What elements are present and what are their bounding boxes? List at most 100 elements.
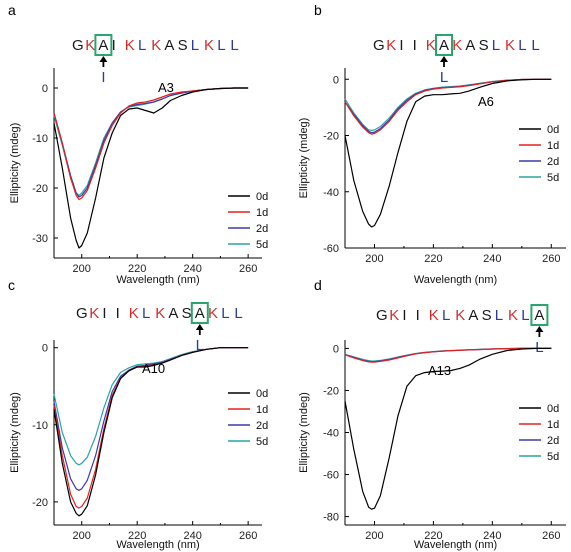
panel-letter: c [8, 277, 15, 293]
x-tick-label: 260 [542, 530, 560, 542]
sequence-residue: K [508, 307, 518, 324]
x-tick-label: 260 [542, 253, 560, 265]
legend-label: 0d [547, 403, 559, 415]
sequence-residue: I [413, 37, 417, 54]
mutation-residue: I [101, 69, 105, 86]
x-tick-label: 260 [239, 530, 257, 542]
sequence-residue: A [168, 305, 178, 322]
x-tick-label: 240 [483, 530, 501, 542]
sequence-residue: L [221, 305, 229, 322]
sequence-residue: L [138, 37, 146, 54]
sequence-residue: G [72, 37, 84, 54]
mutation-site-box [94, 34, 113, 56]
sequence-residue: K [155, 305, 165, 322]
sequence-residue: S [178, 37, 188, 54]
sequence-residue: L [230, 37, 238, 54]
y-tick-label: -60 [323, 243, 339, 255]
sequence-residue: G [376, 307, 388, 324]
sequence-residue: A [468, 307, 478, 324]
legend-label: 5d [547, 451, 559, 463]
legend-label: 5d [547, 172, 559, 184]
y-tick-label: -20 [323, 385, 339, 397]
sequence-residue: I [416, 307, 420, 324]
y-tick-label: -10 [32, 133, 48, 145]
sequence-residue: A [439, 37, 449, 54]
y-axis-label: Ellipticity (mdeg) [298, 392, 310, 473]
peptide-annotation: A10 [142, 361, 165, 376]
x-tick-label: 200 [73, 263, 91, 275]
sequence-residue: L [531, 37, 539, 54]
sequence-residue: K [386, 37, 396, 54]
sequence-residue: A [465, 37, 475, 54]
sequence-residue: L [518, 37, 526, 54]
sequence-residue: I [399, 37, 403, 54]
x-tick-label: 240 [183, 530, 201, 542]
series-line-0d [344, 347, 552, 510]
mutation-arrowhead [440, 56, 448, 62]
y-tick-label: -20 [32, 497, 48, 509]
sequence-residue: K [125, 37, 135, 54]
series-line-1d [53, 87, 249, 201]
x-axis-label: Wavelength (nm) [414, 539, 497, 551]
x-tick-label: 240 [183, 263, 201, 275]
sequence-residue: L [217, 37, 225, 54]
sequence-residue: G [373, 37, 385, 54]
legend-label: 1d [547, 140, 559, 152]
y-tick-label: 0 [42, 83, 48, 95]
mutation-arrowhead [195, 324, 204, 330]
legend-label: 5d [256, 239, 268, 251]
legend-label: 0d [256, 388, 268, 400]
mutation-residue: L [440, 69, 448, 86]
series-line-0d [53, 87, 249, 249]
sequence-residue: K [129, 305, 139, 322]
x-axis-label: Wavelength (nm) [116, 539, 199, 551]
panel-letter: b [314, 2, 322, 18]
sequence-residue: L [442, 307, 450, 324]
y-tick-label: -40 [323, 428, 339, 440]
sequence-residue: K [429, 307, 439, 324]
sequence-residue: K [89, 305, 99, 322]
sequence-residue: L [495, 307, 503, 324]
legend-label: 2d [547, 156, 559, 168]
mutation-site-box [530, 304, 549, 326]
peptide-annotation: A3 [158, 80, 174, 95]
sequence-residue: A [195, 305, 205, 322]
sequence-residue: K [151, 37, 161, 54]
mutation-arrowhead [99, 56, 108, 62]
sequence-residue: I [116, 305, 120, 322]
legend: 0d 1d 2d 5d [519, 124, 559, 184]
series-line-1d [344, 347, 552, 363]
sequence-residue: K [204, 37, 214, 54]
legend: 0d 1d 2d 5d [519, 403, 559, 463]
x-tick-label: 220 [424, 530, 442, 542]
sequence-residue: L [142, 305, 150, 322]
sequence-residue: L [521, 307, 529, 324]
x-tick-label: 260 [239, 263, 257, 275]
x-tick-label: 200 [365, 253, 383, 265]
legend-label: 1d [547, 419, 559, 431]
legend-label: 1d [256, 207, 268, 219]
mutation-residue: L [196, 337, 204, 354]
sequence-residue: A [534, 307, 544, 324]
panel-letter: d [314, 277, 322, 293]
x-tick-label: 220 [128, 263, 146, 275]
y-tick-label: -20 [32, 183, 48, 195]
y-axis-label: Ellipticity (mdeg) [9, 123, 21, 204]
sequence-residue: K [452, 37, 462, 54]
legend-label: 2d [256, 420, 268, 432]
y-tick-label: 0 [333, 74, 339, 86]
sequence-residue: I [402, 307, 406, 324]
panel-letter: a [8, 2, 16, 18]
mutation-site-box [435, 34, 453, 56]
x-tick-label: 220 [128, 530, 146, 542]
series-line-0d [53, 347, 249, 517]
sequence-residue: G [76, 305, 88, 322]
sequence-residue: I [112, 37, 116, 54]
sequence-residue: L [234, 305, 242, 322]
y-tick-label: -80 [323, 512, 339, 524]
mutation-residue: L [535, 339, 543, 356]
sequence-residue: A [164, 37, 174, 54]
